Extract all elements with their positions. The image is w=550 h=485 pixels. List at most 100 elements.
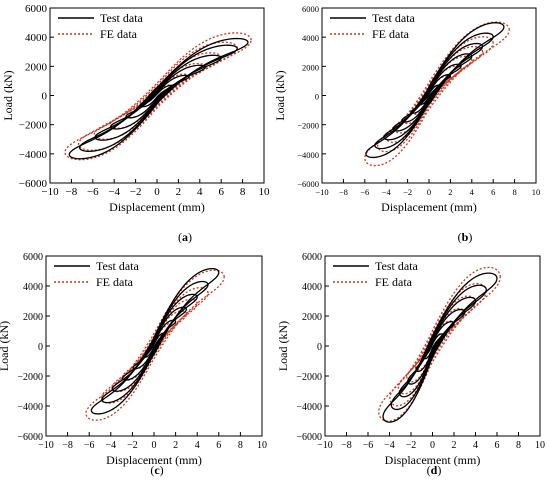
y-tick-label: 6000 <box>302 4 319 14</box>
x-axis-label: Displacement (mm) <box>381 200 477 214</box>
x-tick-label: −10 <box>38 440 54 451</box>
x-tick-label: −2 <box>130 186 142 198</box>
x-tick-label: 0 <box>154 186 160 198</box>
fe-data-loop-2 <box>124 73 190 119</box>
x-tick-label: −2 <box>406 440 417 451</box>
legend-entry: FE data <box>375 275 413 289</box>
y-tick-label: 0 <box>315 92 319 102</box>
curves <box>64 32 252 161</box>
y-tick-label: −6000 <box>19 178 48 190</box>
x-tick-label: 10 <box>532 187 541 197</box>
y-tick-label: 2000 <box>25 61 48 73</box>
test-data-loop-6 <box>382 272 498 423</box>
y-tick-label: 6000 <box>25 3 48 15</box>
y-tick-label: 4000 <box>25 32 48 44</box>
y-tick-label: 0 <box>42 91 48 103</box>
x-tick-label: −10 <box>315 187 328 197</box>
curves <box>85 267 225 421</box>
chart-panel-4: −10 −8 −6 −4 −2 0 2 4 6 8 10 −6000 −4000 −2000 0 2000 40… <box>276 252 545 477</box>
x-tick-label: 6 <box>216 440 221 451</box>
x-tick-label: 10 <box>535 440 545 451</box>
y-tick-label: −4000 <box>19 149 48 161</box>
fe-data-loop-5 <box>77 41 238 151</box>
x-tick-label: 6 <box>218 186 224 198</box>
x-tick-label: −2 <box>127 440 138 451</box>
x-tick-label: 4 <box>195 440 200 451</box>
chart-panel-1: −10 −8 −6 −4 −2 0 2 4 6 8 10 −6000 −4000 −2000 0 2000 40… <box>1 3 270 244</box>
test-data-loop-6 <box>90 267 220 415</box>
y-tick-label: −2000 <box>296 372 322 383</box>
x-axis-label: Displacement (mm) <box>385 453 481 467</box>
x-axis-label: Displacement (mm) <box>106 453 202 467</box>
x-tick-label: 8 <box>512 187 516 197</box>
panel-label: (c) <box>150 463 163 477</box>
x-tick-label: −10 <box>41 186 59 198</box>
x-tick-label: −4 <box>108 186 120 198</box>
x-tick-label: −10 <box>317 440 333 451</box>
y-tick-label: 6000 <box>23 252 43 263</box>
y-tick-label: −6000 <box>296 432 322 443</box>
x-tick-label: −4 <box>382 187 392 197</box>
y-tick-label: 0 <box>38 342 43 353</box>
legend-entry: FE data <box>96 275 134 289</box>
y-tick-label: −4000 <box>297 150 319 160</box>
x-tick-label: 6 <box>491 187 495 197</box>
x-tick-label: 0 <box>427 187 431 197</box>
y-tick-label: −2000 <box>19 120 48 132</box>
x-tick-label: −8 <box>339 187 348 197</box>
x-tick-label: 10 <box>257 440 267 451</box>
x-tick-label: 4 <box>470 187 475 197</box>
x-tick-label: −8 <box>66 186 78 198</box>
legend-entry: Test data <box>372 11 415 25</box>
panel-label: (b) <box>458 230 473 244</box>
x-tick-label: 10 <box>259 186 271 198</box>
x-tick-label: 2 <box>448 187 452 197</box>
x-tick-label: 2 <box>176 186 182 198</box>
x-tick-label: 2 <box>173 440 178 451</box>
x-tick-label: 8 <box>516 440 521 451</box>
test-data-loop-7 <box>365 22 505 159</box>
x-tick-label: 4 <box>197 186 203 198</box>
y-tick-label: 2000 <box>23 312 43 323</box>
y-tick-label: 2000 <box>302 312 322 323</box>
y-tick-label: 4000 <box>23 282 43 293</box>
curves <box>364 21 510 167</box>
x-tick-label: 4 <box>473 440 478 451</box>
test-data-loop-6 <box>68 37 249 160</box>
legend-entry: Test data <box>96 259 139 273</box>
chart-panel-3: −10 −8 −6 −4 −2 0 2 4 6 8 10 −6000 −4000 −2000 0 2000 40… <box>0 252 267 477</box>
y-tick-label: 4000 <box>302 33 319 43</box>
y-tick-label: 2000 <box>302 62 319 72</box>
y-tick-label: −2000 <box>17 372 43 383</box>
x-axis-label: Displacement (mm) <box>109 200 205 214</box>
fe-data-loop-6 <box>85 269 225 421</box>
x-tick-label: −8 <box>341 440 352 451</box>
y-axis-label: Load (kN) <box>273 70 287 120</box>
panel-label: (d) <box>427 463 442 477</box>
legend-entry: Test data <box>375 259 418 273</box>
y-tick-label: 0 <box>317 342 322 353</box>
plot-frame <box>324 255 541 437</box>
fe-data-loop-5 <box>101 286 209 404</box>
panel-label: (a) <box>178 230 192 244</box>
x-tick-label: 8 <box>238 440 243 451</box>
y-axis-label: Load (kN) <box>276 321 290 371</box>
y-axis-label: Load (kN) <box>0 321 11 371</box>
x-tick-label: 2 <box>452 440 457 451</box>
x-tick-label: −2 <box>403 187 412 197</box>
y-tick-label: −4000 <box>296 402 322 413</box>
fe-data-loop-6 <box>378 266 501 422</box>
x-tick-label: 0 <box>430 440 435 451</box>
x-tick-label: −4 <box>384 440 395 451</box>
y-tick-label: 6000 <box>302 252 322 263</box>
x-tick-label: −8 <box>62 440 73 451</box>
x-tick-label: 0 <box>152 440 157 451</box>
x-tick-label: −6 <box>363 440 374 451</box>
x-tick-label: −6 <box>87 186 99 198</box>
y-tick-label: 4000 <box>302 282 322 293</box>
legend-entry: Test data <box>100 11 143 25</box>
y-tick-label: −6000 <box>297 179 319 189</box>
y-tick-label: −4000 <box>17 402 43 413</box>
chart-panel-2: −10 −8 −6 −4 −2 0 2 4 6 8 10 −6000 −4000 −2000 0 2000 40… <box>273 4 540 244</box>
